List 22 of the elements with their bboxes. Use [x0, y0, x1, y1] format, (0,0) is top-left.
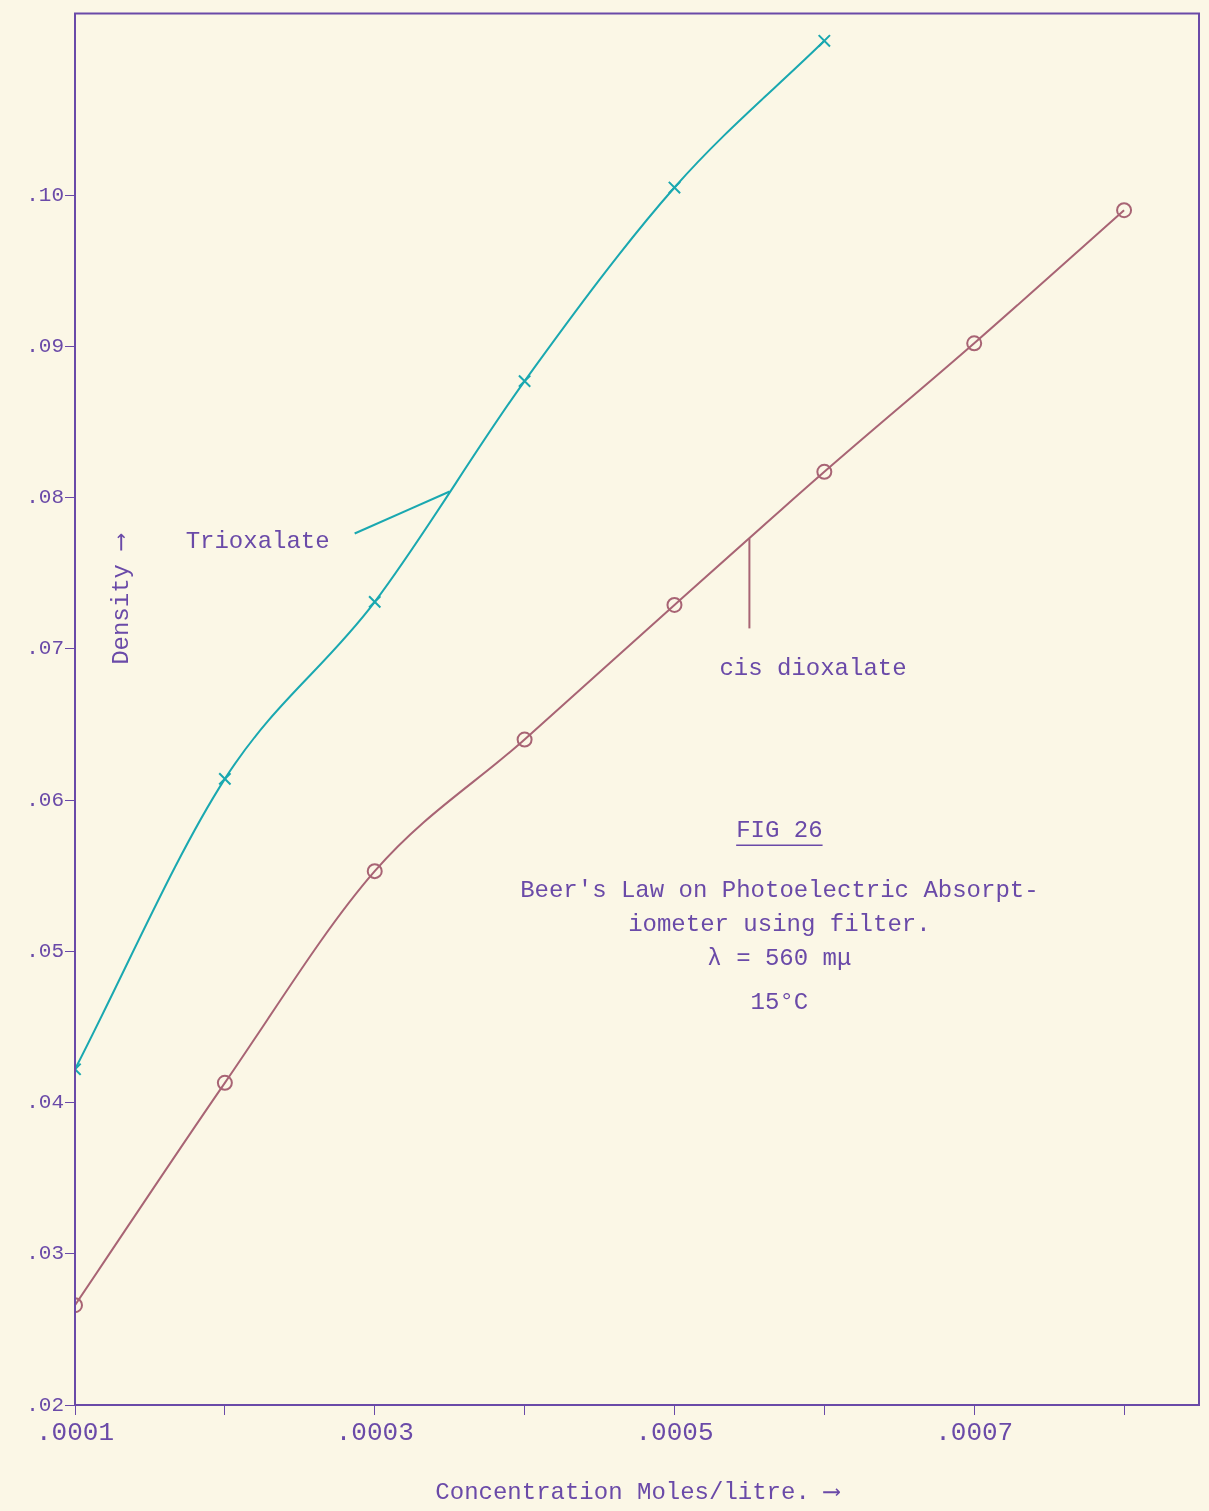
- annotation: 15°C: [750, 988, 809, 1016]
- annotation: FIG 26: [736, 816, 823, 844]
- y-tick-label: .03: [26, 1242, 64, 1266]
- annotation: Beer's Law on Photoelectric Absorpt-: [520, 876, 1039, 904]
- text: cis dioxalate: [719, 654, 907, 682]
- annotation: λ = 560 mμ: [707, 944, 852, 972]
- y-tick-label: .02: [26, 1393, 64, 1417]
- y-tick-label: .10: [26, 183, 64, 207]
- x-tick-label: .0001: [35, 1418, 115, 1449]
- x-axis-title: Concentration Moles/litre. ⟶: [435, 1478, 841, 1506]
- x-tick-label: .0003: [335, 1418, 414, 1449]
- x-tick-label: .0007: [935, 1418, 1014, 1449]
- y-tick-label: .05: [26, 939, 64, 963]
- text: Trioxalate: [185, 527, 330, 555]
- y-tick-label: .09: [26, 334, 64, 358]
- annotation: iometer using filter.: [628, 910, 931, 938]
- y-tick-label: .04: [26, 1091, 64, 1115]
- y-axis-title: Density ⟶: [106, 535, 135, 665]
- y-tick-label: .07: [26, 637, 64, 661]
- x-tick-label: .0005: [635, 1418, 714, 1449]
- y-tick-label: .08: [26, 486, 64, 510]
- y-tick-label: .06: [26, 788, 64, 812]
